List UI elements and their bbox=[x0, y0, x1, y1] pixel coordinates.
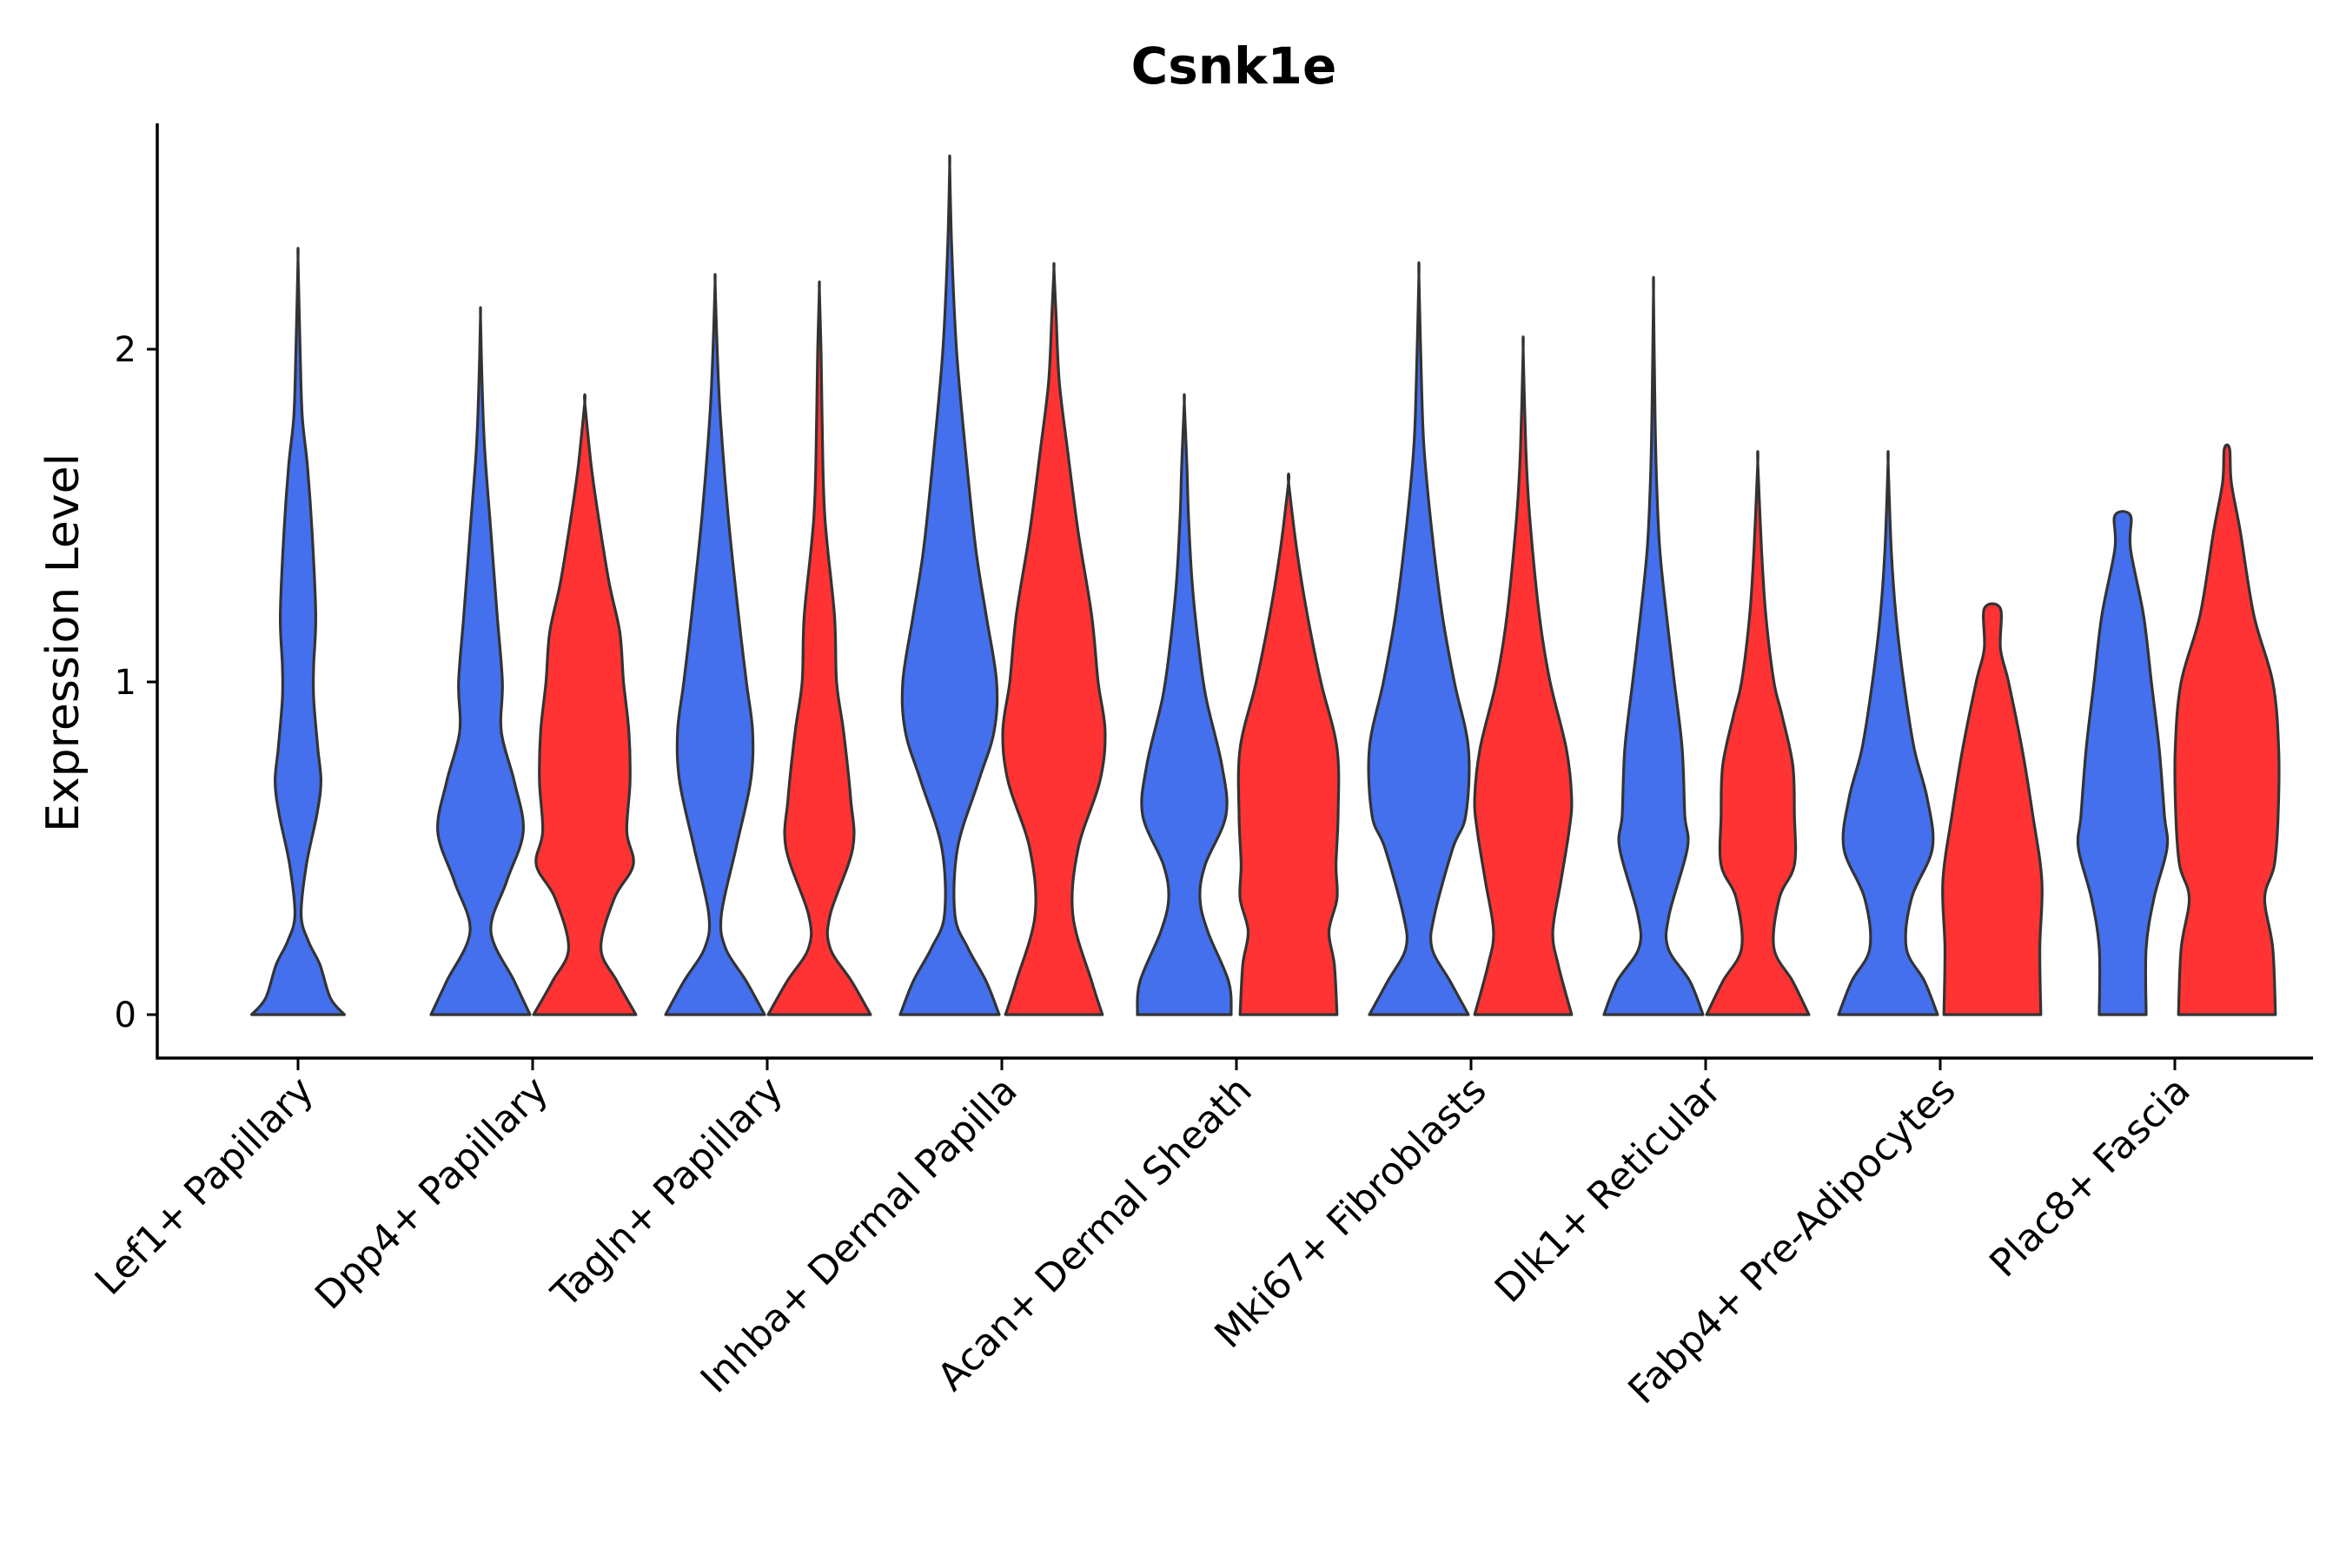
violin-dlk1-reticular-b bbox=[1705, 450, 1811, 1016]
violin-plac8-fascia-b bbox=[2173, 443, 2281, 1016]
y-tick-label-0: 0 bbox=[115, 996, 136, 1035]
violin-plac8-fascia-a bbox=[2076, 510, 2170, 1016]
y-ticks-group: 0 1 2 bbox=[115, 330, 157, 1035]
axes-frame bbox=[156, 123, 2313, 1060]
violin-dlk1-reticular-a bbox=[1602, 275, 1705, 1016]
violin-mki67-fibroblasts-b bbox=[1473, 335, 1574, 1016]
violin-tagln-papillary-b bbox=[766, 280, 872, 1016]
violin-acan-dermal-sheath-a bbox=[1136, 393, 1233, 1016]
x-tick-label-mki67-fibroblasts: Mki67+ Fibroblasts bbox=[1206, 1068, 1494, 1357]
violin-lef1-papillary-a bbox=[250, 247, 346, 1016]
violin-tagln-papillary-a bbox=[664, 273, 766, 1016]
violins-group bbox=[250, 154, 2281, 1016]
violin-inhba-dermal-papilla-b bbox=[1001, 261, 1107, 1016]
violin-fabp4-pre-adipocytes-a bbox=[1837, 450, 1939, 1016]
chart-title: Csnk1e bbox=[1131, 36, 1337, 96]
x-tick-label-dlk1-reticular: Dlk1+ Reticular bbox=[1487, 1068, 1731, 1312]
x-tick-label-plac8-fascia: Plac8+ Fascia bbox=[1981, 1068, 2199, 1287]
violin-fabp4-pre-adipocytes-b bbox=[1941, 602, 2044, 1016]
violin-dpp4-papillary-b bbox=[532, 393, 638, 1016]
x-tick-label-dpp4-papillary: Dpp4+ Papillary bbox=[307, 1068, 557, 1319]
violin-mki67-fibroblasts-a bbox=[1367, 261, 1471, 1016]
axes-group bbox=[156, 123, 2313, 1060]
x-tick-label-tagln-papillary: Tagln+ Papillary bbox=[543, 1068, 792, 1317]
violin-dpp4-papillary-a bbox=[429, 306, 532, 1016]
x-tick-label-lef1-papillary: Lef1+ Papillary bbox=[87, 1068, 322, 1304]
y-tick-label-2: 2 bbox=[115, 330, 136, 370]
y-tick-label-1: 1 bbox=[115, 663, 136, 703]
violin-inhba-dermal-papilla-a bbox=[898, 154, 1001, 1016]
y-axis-label: Expression Level bbox=[37, 453, 89, 832]
violin-acan-dermal-sheath-b bbox=[1236, 472, 1341, 1016]
